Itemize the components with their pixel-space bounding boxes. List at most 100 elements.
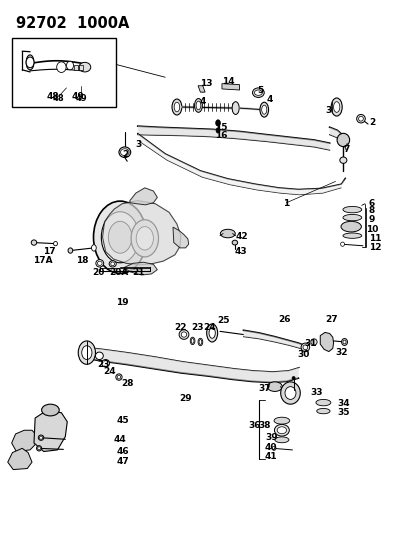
- Ellipse shape: [79, 62, 91, 72]
- Text: 13: 13: [200, 78, 212, 87]
- Text: 26: 26: [279, 315, 291, 324]
- Circle shape: [94, 201, 147, 273]
- Ellipse shape: [209, 328, 215, 338]
- Ellipse shape: [102, 360, 110, 367]
- Polygon shape: [103, 200, 181, 265]
- Ellipse shape: [331, 98, 342, 116]
- Ellipse shape: [121, 149, 129, 156]
- Ellipse shape: [68, 248, 73, 253]
- Circle shape: [82, 346, 92, 360]
- Polygon shape: [138, 126, 330, 150]
- Text: 42: 42: [236, 232, 248, 241]
- Bar: [74, 65, 78, 70]
- Polygon shape: [330, 127, 346, 150]
- Text: 3: 3: [326, 106, 332, 115]
- Circle shape: [216, 120, 220, 126]
- Ellipse shape: [181, 332, 187, 337]
- Text: 92702  1000A: 92702 1000A: [17, 15, 130, 30]
- Circle shape: [78, 341, 95, 365]
- Text: 12: 12: [369, 243, 381, 252]
- Text: 35: 35: [338, 408, 350, 417]
- Ellipse shape: [357, 115, 365, 123]
- Ellipse shape: [272, 446, 276, 450]
- Ellipse shape: [301, 343, 310, 352]
- Ellipse shape: [343, 340, 346, 344]
- Text: 20: 20: [92, 269, 105, 277]
- Text: 21: 21: [132, 269, 145, 277]
- Ellipse shape: [317, 408, 330, 414]
- Ellipse shape: [343, 206, 362, 213]
- Ellipse shape: [53, 241, 57, 246]
- Text: 18: 18: [76, 256, 88, 264]
- Ellipse shape: [195, 99, 202, 112]
- Bar: [13, 38, 116, 107]
- Text: 33: 33: [310, 388, 323, 397]
- Ellipse shape: [292, 376, 295, 379]
- Polygon shape: [34, 411, 67, 451]
- Ellipse shape: [196, 101, 201, 110]
- Text: 6: 6: [369, 199, 375, 208]
- Ellipse shape: [274, 424, 289, 436]
- Polygon shape: [138, 134, 345, 195]
- Text: 2: 2: [369, 118, 375, 127]
- Text: 40: 40: [265, 443, 277, 452]
- Ellipse shape: [191, 338, 194, 343]
- Text: 4: 4: [200, 97, 206, 106]
- Text: 49: 49: [75, 94, 87, 103]
- Ellipse shape: [267, 382, 282, 391]
- Ellipse shape: [343, 233, 362, 238]
- Text: 37: 37: [258, 384, 271, 393]
- Circle shape: [136, 227, 153, 250]
- Ellipse shape: [26, 55, 34, 70]
- Text: 48: 48: [53, 94, 64, 103]
- Ellipse shape: [42, 404, 59, 416]
- Ellipse shape: [39, 436, 42, 439]
- Ellipse shape: [38, 447, 40, 450]
- Ellipse shape: [172, 99, 182, 115]
- Text: 19: 19: [116, 297, 129, 306]
- Text: 23: 23: [191, 323, 204, 332]
- Ellipse shape: [262, 105, 267, 114]
- Text: 47: 47: [116, 457, 129, 466]
- Circle shape: [26, 57, 34, 68]
- Polygon shape: [85, 348, 299, 382]
- Ellipse shape: [303, 345, 308, 350]
- Ellipse shape: [281, 382, 300, 404]
- Text: 17A: 17A: [33, 256, 52, 264]
- Text: 9: 9: [369, 215, 375, 224]
- Text: 34: 34: [338, 399, 350, 408]
- Text: 16: 16: [215, 131, 228, 140]
- Ellipse shape: [207, 324, 218, 342]
- Text: 24: 24: [203, 323, 215, 332]
- Text: 46: 46: [116, 447, 129, 456]
- Text: 1: 1: [283, 199, 289, 208]
- Ellipse shape: [95, 352, 103, 360]
- Text: 14: 14: [222, 77, 235, 86]
- Ellipse shape: [111, 262, 115, 266]
- Text: 28: 28: [121, 379, 133, 388]
- Ellipse shape: [334, 102, 340, 112]
- Text: 22: 22: [174, 323, 187, 332]
- Ellipse shape: [254, 90, 262, 95]
- Text: 39: 39: [265, 433, 278, 442]
- Text: 45: 45: [116, 416, 129, 425]
- Text: 15: 15: [215, 123, 228, 132]
- Ellipse shape: [179, 330, 189, 340]
- Ellipse shape: [285, 386, 296, 399]
- Ellipse shape: [341, 242, 345, 246]
- Ellipse shape: [342, 338, 347, 345]
- Text: 29: 29: [179, 394, 192, 403]
- Ellipse shape: [311, 339, 317, 345]
- Ellipse shape: [199, 340, 202, 344]
- Ellipse shape: [116, 374, 122, 380]
- Ellipse shape: [260, 102, 268, 117]
- Text: 8: 8: [369, 206, 375, 215]
- Ellipse shape: [109, 261, 116, 267]
- Polygon shape: [12, 430, 38, 451]
- Circle shape: [92, 245, 96, 251]
- Ellipse shape: [174, 102, 180, 112]
- Ellipse shape: [252, 88, 264, 98]
- Ellipse shape: [337, 133, 350, 147]
- Text: 3: 3: [136, 140, 142, 149]
- Text: 17: 17: [43, 247, 56, 256]
